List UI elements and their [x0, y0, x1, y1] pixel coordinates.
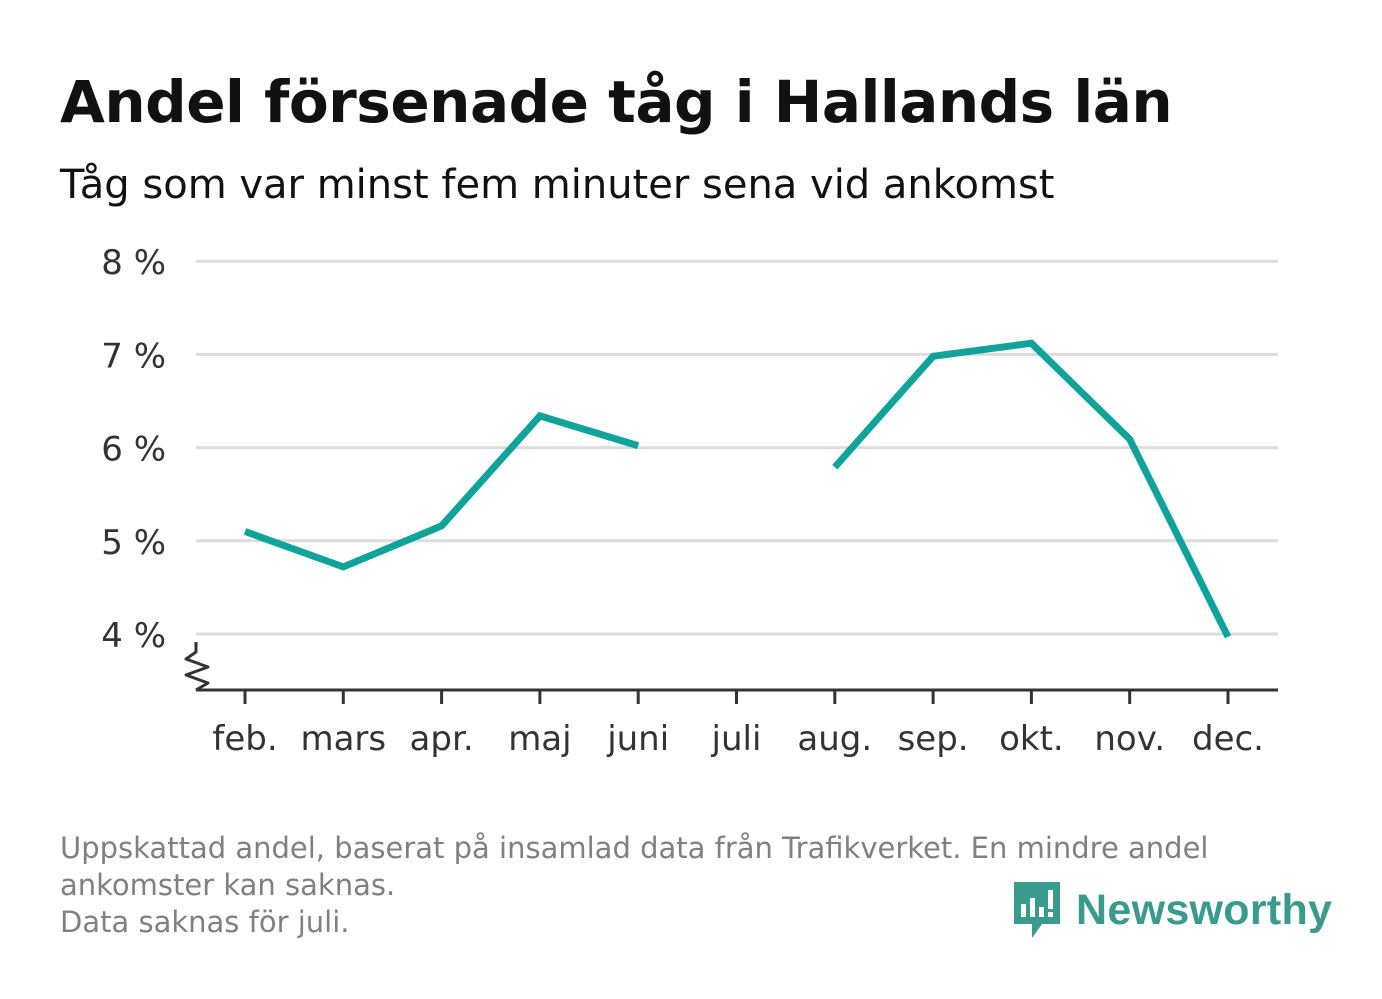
x-tick-label: mars	[300, 719, 386, 759]
newsworthy-logo-icon	[1014, 882, 1060, 938]
footnote-line-3: Data saknas för juli.	[60, 905, 350, 939]
y-tick-label: 8 %	[101, 243, 166, 283]
y-tick-label: 7 %	[101, 336, 166, 376]
y-tick-label: 4 %	[101, 616, 166, 656]
footnote-line-1: Uppskattad andel, baserat på insamlad da…	[60, 831, 1209, 865]
y-axis-ticks: 4 % 5 % 6 % 7 % 8 %	[101, 243, 166, 656]
x-tick-label: apr.	[410, 719, 474, 759]
x-tick-label: nov.	[1094, 719, 1165, 759]
x-tick-label: juni	[606, 719, 669, 759]
x-tick-label: okt.	[999, 719, 1064, 759]
axis-break	[184, 642, 210, 692]
x-tick-label: juli	[711, 719, 762, 759]
brand: Newsworthy	[1012, 878, 1332, 942]
x-axis-ticks: feb. mars apr. maj juni juli aug. sep. okt. nov. d…	[212, 690, 1264, 759]
footnote: Uppskattad andel, baserat på insamlad da…	[60, 830, 1310, 941]
x-tick-label: sep.	[898, 719, 969, 759]
series-line-segment	[243, 411, 640, 571]
x-tick-label: maj	[508, 719, 571, 759]
gridlines	[196, 259, 1278, 636]
footnote-line-2: ankomster kan saknas.	[60, 868, 396, 902]
x-tick-label: dec.	[1192, 719, 1264, 759]
x-tick-label: feb.	[212, 719, 277, 759]
axis-break-zigzag	[184, 642, 210, 692]
x-tick-label: aug.	[797, 719, 872, 759]
y-tick-label: 6 %	[101, 430, 166, 470]
chart-title: Andel försenade tåg i Hallands län	[60, 68, 1173, 136]
series-lines	[243, 339, 1232, 639]
y-tick-label: 5 %	[101, 523, 166, 563]
series-line-segment	[832, 339, 1232, 639]
brand-name: Newsworthy	[1076, 885, 1333, 934]
chart-subtitle: Tåg som var minst fem minuter sena vid a…	[60, 162, 1055, 208]
